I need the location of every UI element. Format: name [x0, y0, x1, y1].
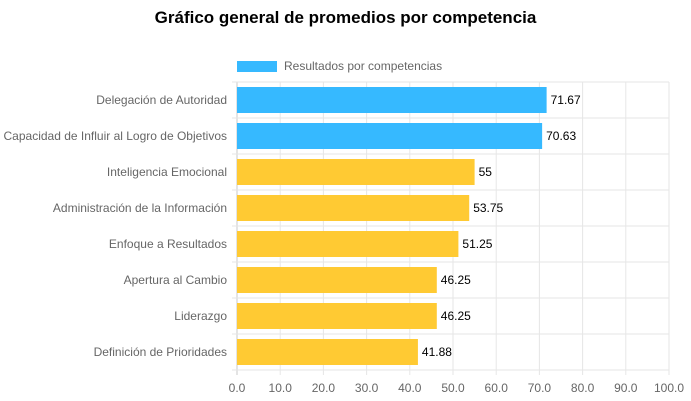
x-tick-label: 0.0	[229, 381, 246, 395]
bar[interactable]	[237, 87, 547, 113]
x-axis-tick-labels: 0.0 10.0 20.0 30.0 40.0 50.0 60.0 70.0 80.0 90.0 1…	[229, 381, 685, 395]
x-tick-label: 20.0	[312, 381, 336, 395]
bars	[237, 87, 547, 365]
data-labels: 71.67 70.63 55 53.75 51.25 46.25 46.25 41.88	[422, 93, 581, 359]
chart-title: Gráfico general de promedios por compete…	[154, 8, 537, 27]
category-label: Capacidad de Influir al Logro de Objetiv…	[4, 129, 227, 143]
bar[interactable]	[237, 123, 543, 149]
bar[interactable]	[237, 231, 459, 257]
category-label: Liderazgo	[174, 309, 227, 323]
bar[interactable]	[237, 303, 437, 329]
x-tick-label: 40.0	[398, 381, 422, 395]
x-tick-label: 10.0	[269, 381, 293, 395]
x-tick-label: 80.0	[571, 381, 595, 395]
bar[interactable]	[237, 267, 437, 293]
data-label: 70.63	[546, 129, 576, 143]
category-label: Enfoque a Resultados	[109, 237, 227, 251]
data-label: 55	[479, 165, 493, 179]
category-label: Delegación de Autoridad	[96, 93, 227, 107]
category-label: Definición de Prioridades	[94, 345, 227, 359]
legend[interactable]: Resultados por competencias	[237, 59, 442, 73]
data-label: 51.25	[462, 237, 492, 251]
x-tick-label: 70.0	[528, 381, 552, 395]
legend-swatch	[237, 61, 277, 72]
data-label: 46.25	[441, 273, 471, 287]
x-tick-label: 50.0	[441, 381, 465, 395]
grid-lines	[232, 81, 670, 375]
x-tick-label: 60.0	[485, 381, 509, 395]
data-label: 71.67	[551, 93, 581, 107]
data-label: 46.25	[441, 309, 471, 323]
x-tick-label: 30.0	[355, 381, 379, 395]
x-tick-label: 90.0	[614, 381, 638, 395]
data-label: 41.88	[422, 345, 452, 359]
category-label: Administración de la Información	[53, 201, 227, 215]
category-labels: Delegación de Autoridad Capacidad de Infl…	[4, 93, 228, 359]
bar[interactable]	[237, 339, 418, 365]
legend-label: Resultados por competencias	[284, 59, 442, 73]
data-label: 53.75	[473, 201, 503, 215]
x-tick-label: 100.0	[654, 381, 684, 395]
bar[interactable]	[237, 195, 470, 221]
bar[interactable]	[237, 159, 475, 185]
category-label: Inteligencia Emocional	[107, 165, 227, 179]
category-label: Apertura al Cambio	[124, 273, 228, 287]
